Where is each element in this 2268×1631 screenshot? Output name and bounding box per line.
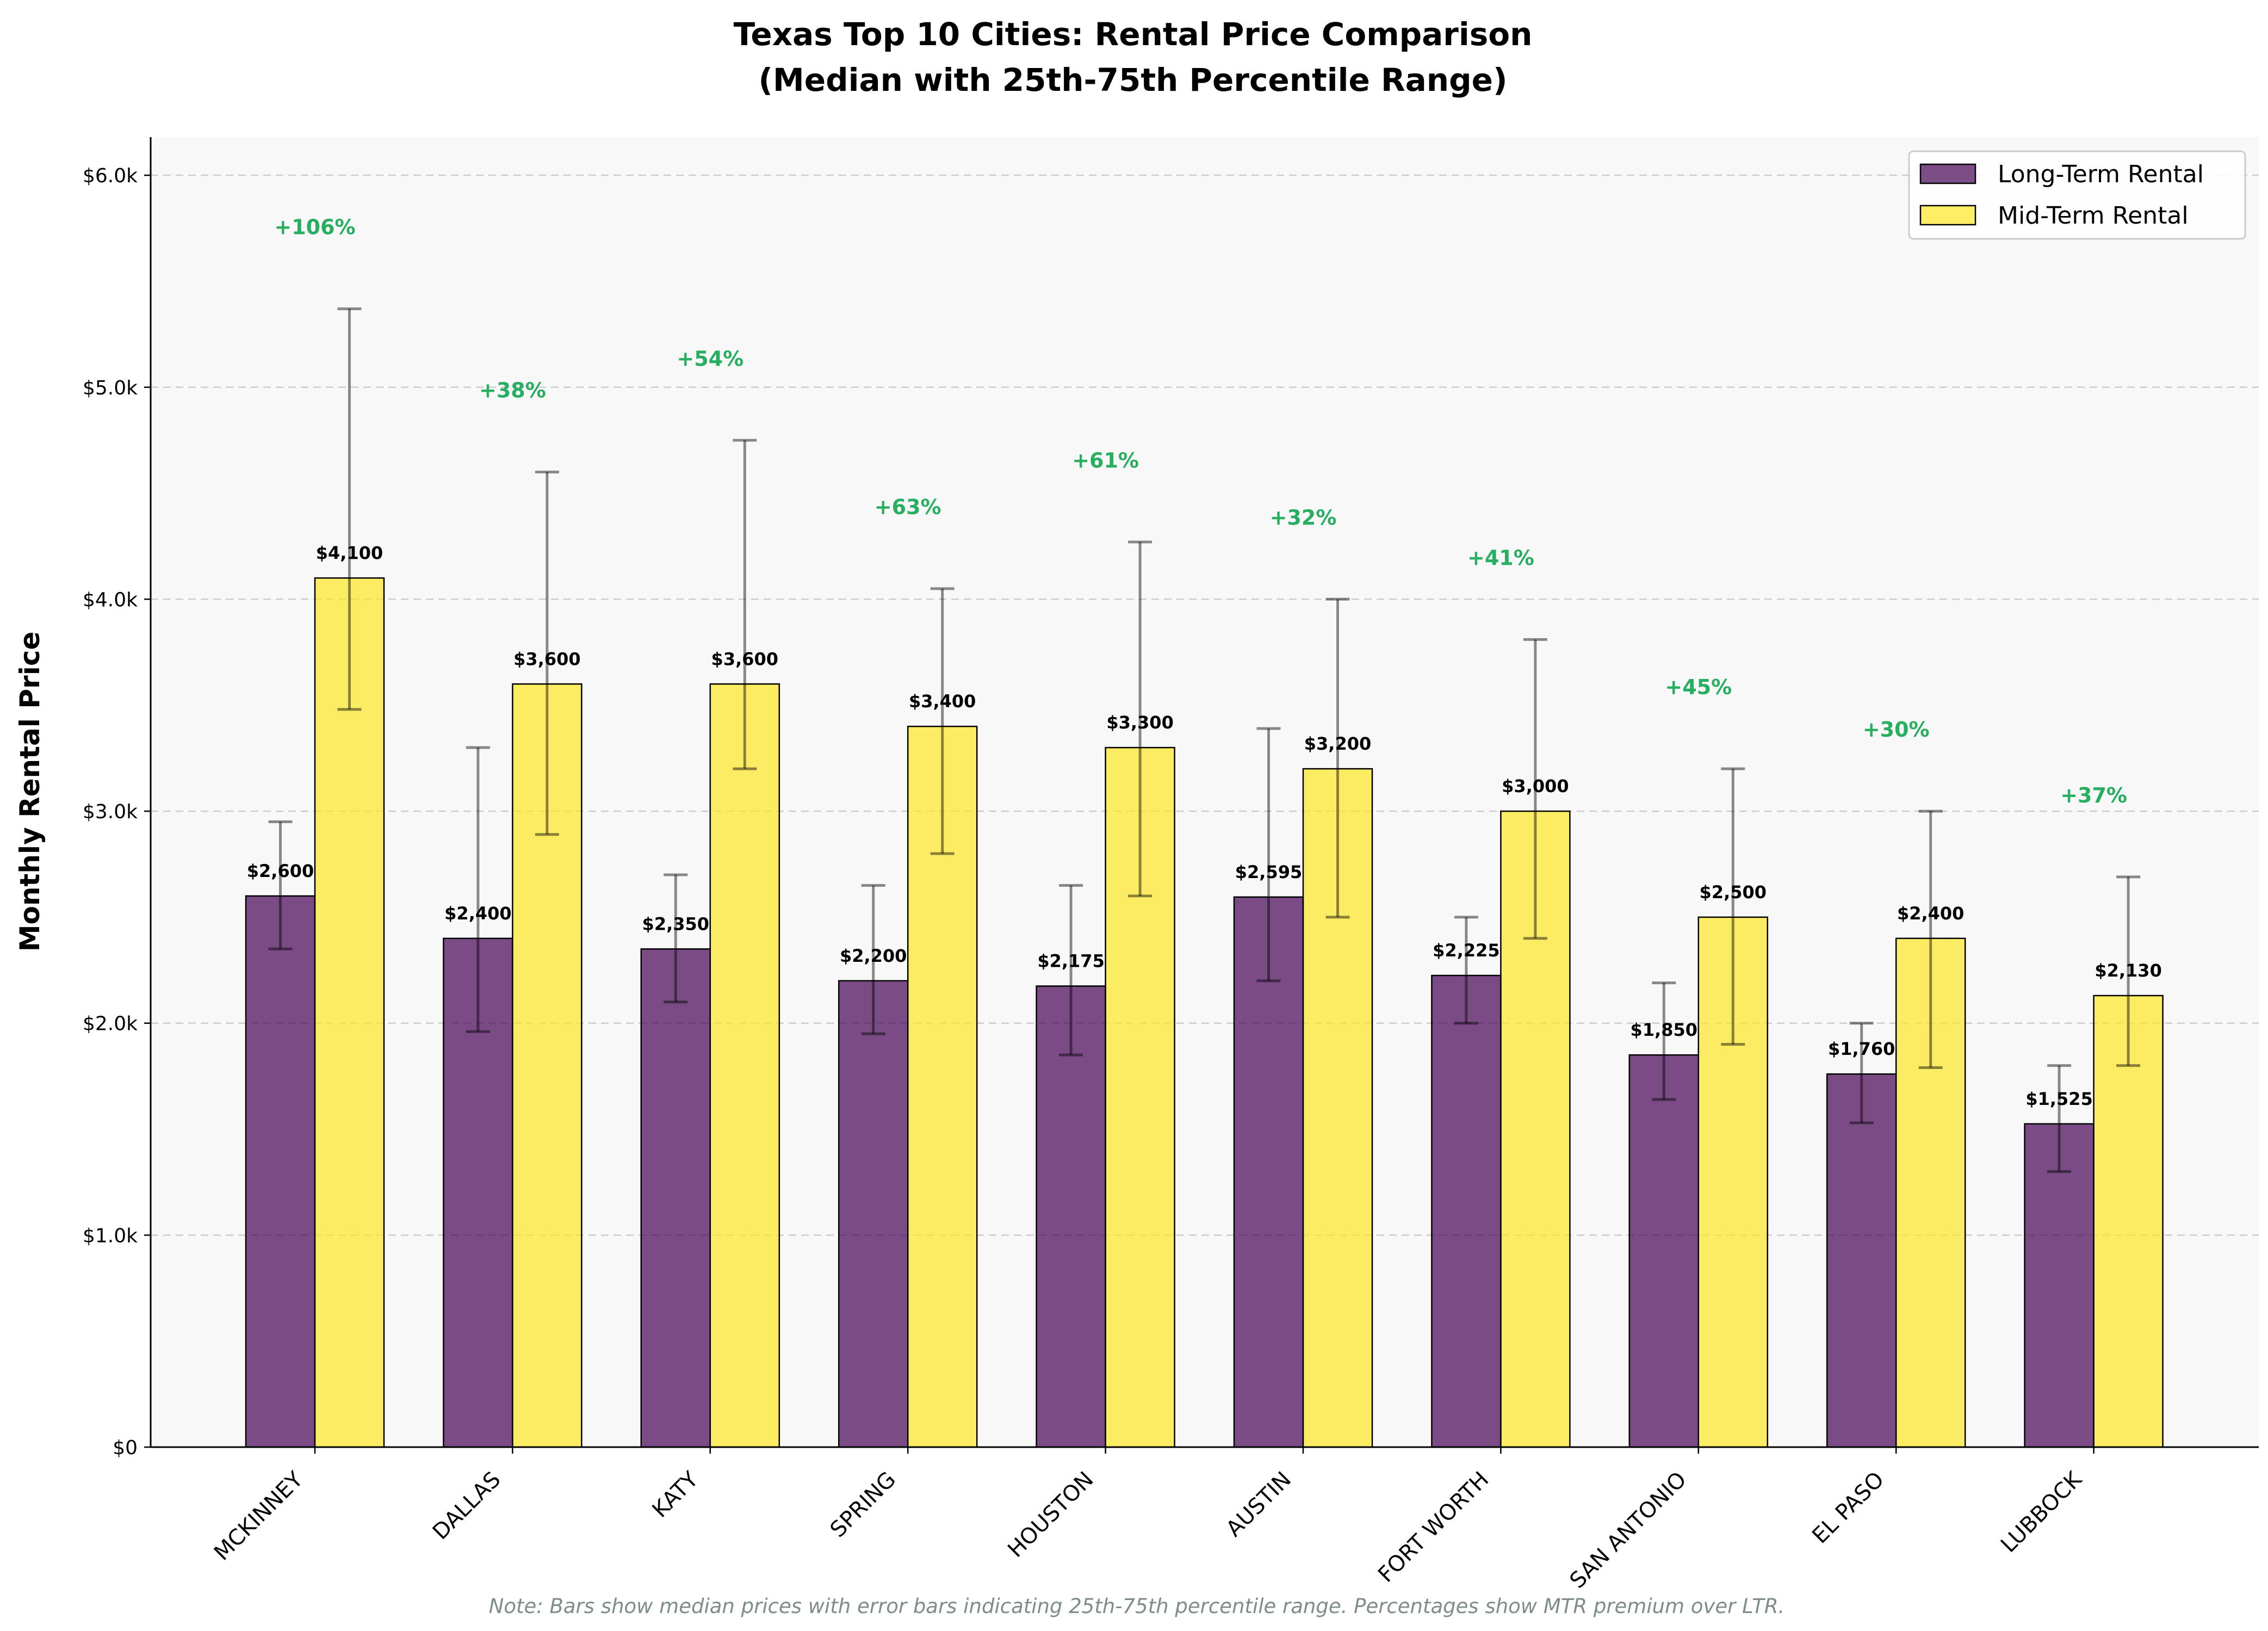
bar-ltr — [443, 937, 513, 1448]
value-label-ltr: $1,525 — [2025, 1089, 2092, 1109]
bar-mtr — [709, 683, 780, 1448]
legend-swatch-mid-term — [1919, 205, 1976, 226]
bar-mtr — [1895, 937, 1966, 1448]
y-axis-label: Monthly Rental Price — [14, 632, 46, 952]
value-label-mtr: $3,600 — [711, 648, 778, 669]
label-layer: $2,600 $4,100 +106% $2,400 $3,600 +38% $2,350 $… — [247, 215, 2162, 1109]
bar-ltr — [838, 980, 909, 1448]
premium-label: +37% — [2060, 783, 2127, 807]
y-tick-label: $4.0k — [83, 589, 138, 611]
value-label-mtr: $2,500 — [1700, 882, 1767, 903]
premium-label: +63% — [875, 495, 941, 519]
bar-ltr — [1628, 1054, 1700, 1448]
value-label-ltr: $2,200 — [840, 946, 907, 966]
value-label-ltr: $1,850 — [1631, 1020, 1697, 1040]
bar-mtr — [2093, 994, 2164, 1448]
bar-mtr — [1302, 768, 1373, 1448]
bar-ltr — [1036, 985, 1106, 1448]
value-label-mtr: $3,000 — [1502, 776, 1569, 796]
bar-mtr — [512, 683, 583, 1448]
value-label-ltr: $2,175 — [1037, 951, 1104, 972]
bar-mtr — [1697, 916, 1769, 1448]
value-label-mtr: $2,130 — [2095, 960, 2161, 981]
y-tick-label: $1.0k — [83, 1225, 138, 1247]
premium-label: +106% — [274, 215, 355, 239]
legend-label-long-term: Long-Term Rental — [1998, 160, 2204, 188]
value-label-mtr: $3,400 — [909, 691, 976, 712]
premium-label: +61% — [1072, 448, 1139, 472]
value-label-mtr: $3,200 — [1304, 733, 1371, 754]
value-label-mtr: $3,600 — [513, 648, 580, 669]
value-label-ltr: $2,225 — [1433, 940, 1499, 961]
bar-mtr — [314, 577, 385, 1448]
bar-ltr — [640, 948, 711, 1448]
bar-mtr — [1105, 746, 1175, 1448]
bar-ltr — [245, 895, 316, 1448]
chart-title-line2: (Median with 25th-75th Percentile Range) — [759, 61, 1508, 98]
premium-label: +54% — [677, 347, 743, 370]
premium-label: +41% — [1467, 546, 1534, 570]
value-label-mtr: $2,400 — [1897, 903, 1964, 924]
legend-swatch-long-term — [1919, 163, 1976, 184]
chart-footnote: Note: Bars show median prices with error… — [489, 1595, 1785, 1618]
legend: Long-Term Rental Mid-Term Rental — [1908, 150, 2246, 240]
legend-label-mid-term: Mid-Term Rental — [1998, 202, 2189, 230]
bar-ltr — [1826, 1073, 1897, 1448]
value-label-mtr: $3,300 — [1106, 712, 1173, 733]
bar-mtr — [907, 725, 978, 1448]
y-tick-label: $6.0k — [83, 165, 138, 187]
y-tick-label: $5.0k — [83, 377, 138, 399]
bar-layer — [245, 577, 2164, 1448]
bar-ltr — [1431, 974, 1502, 1448]
premium-label: +30% — [1863, 718, 1930, 742]
chart-title-line1: Texas Top 10 Cities: Rental Price Compar… — [734, 16, 1533, 53]
bar-mtr — [1500, 810, 1571, 1448]
y-tick-label: $0 — [113, 1437, 138, 1459]
value-label-ltr: $2,600 — [247, 861, 314, 881]
value-label-ltr: $1,760 — [1828, 1039, 1895, 1059]
value-label-ltr: $2,350 — [642, 913, 709, 934]
legend-frame — [1908, 150, 2246, 240]
value-label-ltr: $2,400 — [444, 903, 511, 924]
value-label-ltr: $2,595 — [1235, 862, 1302, 882]
premium-label: +32% — [1270, 506, 1337, 530]
errorbar-layer — [268, 307, 2141, 1173]
bar-ltr — [1233, 896, 1304, 1448]
y-tick-label: $2.0k — [83, 1013, 138, 1035]
premium-label: +45% — [1665, 675, 1732, 699]
value-label-mtr: $4,100 — [316, 542, 383, 563]
y-tick-label: $3.0k — [83, 801, 138, 823]
premium-label: +38% — [479, 379, 546, 403]
